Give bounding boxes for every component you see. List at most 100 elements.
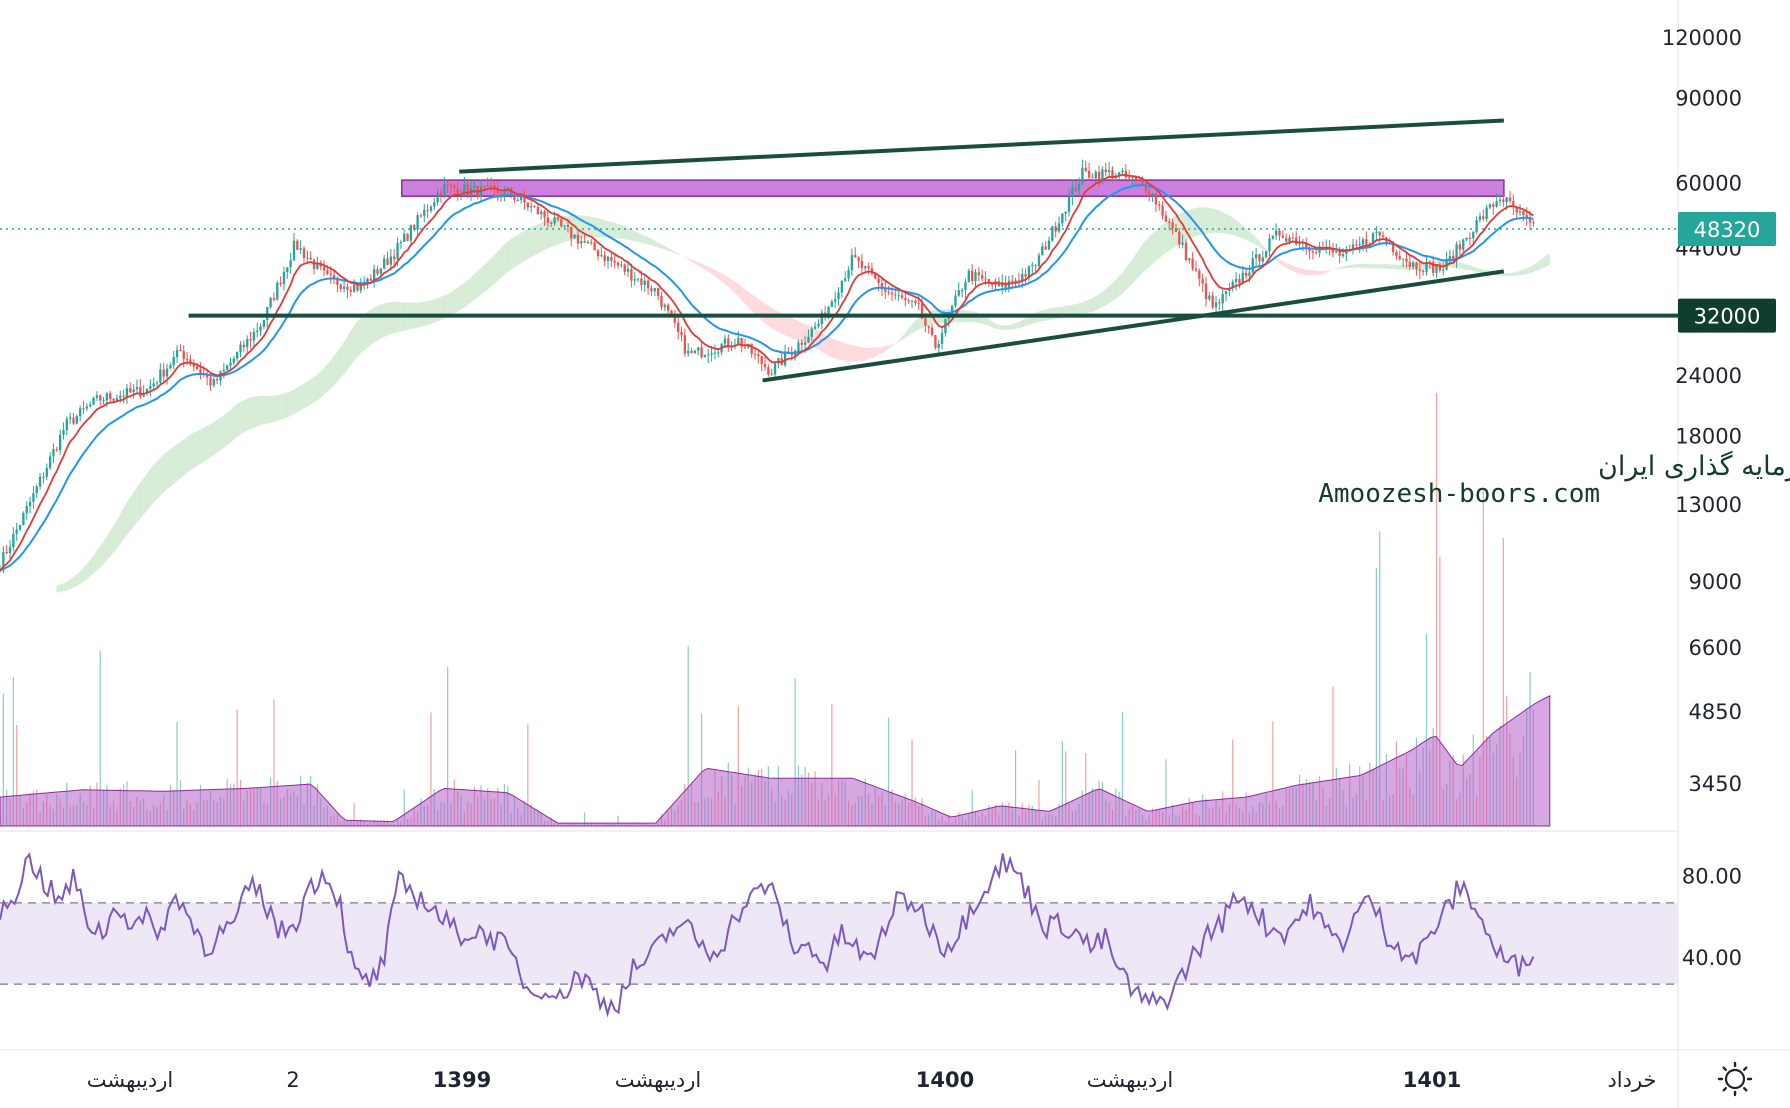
cloud-segment — [430, 299, 434, 324]
cloud-segment — [1095, 294, 1099, 311]
cloud-segment — [874, 347, 879, 357]
cloud-segment — [520, 230, 525, 263]
cloud-segment — [731, 279, 735, 293]
cloud-segment — [1085, 299, 1089, 314]
candle-body — [666, 304, 670, 311]
price-tick-label: 9000 — [1689, 570, 1742, 594]
candle-body — [1031, 265, 1034, 267]
candle-body — [1204, 283, 1208, 300]
candle-body — [970, 270, 974, 282]
candle-body — [1037, 255, 1041, 267]
candle-body — [25, 506, 28, 514]
candle-body — [139, 386, 142, 397]
cloud-segment — [911, 320, 916, 334]
time-tick-label: اردیبهشت — [87, 1068, 174, 1092]
candle-body — [229, 362, 232, 366]
rsi-axis[interactable]: 80.00 40.00 — [1682, 865, 1742, 970]
cloud-segment — [1289, 264, 1293, 271]
candle-body — [1168, 221, 1171, 223]
gear-icon[interactable] — [1717, 1061, 1753, 1097]
candle-body — [99, 395, 102, 401]
time-tick-label: 2 — [286, 1068, 299, 1092]
cloud-segment — [644, 235, 648, 245]
candle-body — [52, 449, 55, 457]
support-price-badge[interactable] — [1678, 298, 1776, 333]
time-axis[interactable]: اردیبهشت 2 1399 اردیبهشت 1400 اردیبهشت 1401 خرد… — [87, 1068, 1657, 1092]
candle-body — [874, 273, 877, 279]
candle-body — [489, 185, 493, 187]
candle-body — [1395, 252, 1398, 256]
cloud-segment — [460, 283, 465, 310]
candle-body — [205, 374, 209, 378]
candle-body — [626, 269, 630, 272]
cloud-segment — [694, 260, 698, 266]
volume-bar — [911, 739, 913, 826]
cloud-segment — [988, 318, 992, 328]
cloud-segment — [143, 474, 147, 515]
candle-body — [910, 300, 914, 302]
last-price-badge[interactable] — [1678, 212, 1776, 247]
cloud-segment — [734, 281, 738, 296]
cloud-segment — [621, 224, 625, 240]
candle-body — [760, 356, 763, 365]
cloud-segment — [801, 322, 805, 343]
candle-body — [1081, 167, 1084, 184]
cloud-segment — [1533, 262, 1537, 273]
cloud-segment — [96, 546, 100, 571]
candle-body — [35, 486, 38, 494]
cloud-segment — [634, 230, 638, 243]
cloud-segment — [457, 285, 461, 312]
volume-bar — [1061, 741, 1063, 826]
candle-body — [349, 289, 352, 292]
price-tick-label: 18000 — [1675, 424, 1742, 448]
candle-body — [677, 322, 680, 333]
candle-body — [453, 185, 456, 189]
candle-body — [172, 357, 175, 365]
candle-body — [884, 289, 887, 292]
candle-body — [1271, 235, 1274, 239]
price-axis[interactable]: 1200009000060000440002400018000130009000… — [1662, 26, 1776, 796]
time-tick-label: 1401 — [1403, 1068, 1461, 1092]
cloud-segment — [73, 574, 77, 588]
candle-body — [974, 272, 977, 282]
ichimoku-cloud — [56, 207, 1550, 593]
candle-body — [433, 202, 436, 207]
volume-tick-label: 3450 — [1689, 772, 1742, 796]
cloud-segment — [220, 415, 224, 451]
candle-body — [690, 350, 693, 354]
candle-body — [954, 295, 957, 306]
candle-body — [1398, 255, 1401, 259]
cloud-segment — [1305, 269, 1310, 276]
cloud-segment — [370, 307, 374, 346]
cloud-segment — [1509, 272, 1514, 277]
candle-body — [566, 225, 570, 227]
candle-body — [513, 195, 516, 200]
volume-bar — [737, 706, 739, 826]
cloud-segment — [918, 315, 922, 330]
cloud-segment — [888, 344, 892, 349]
candle-body — [1468, 237, 1472, 239]
cloud-segment — [547, 218, 551, 249]
candle-body — [1101, 169, 1104, 180]
resistance-zone[interactable] — [401, 179, 1505, 197]
cloud-segment — [1088, 298, 1093, 313]
candle-body — [399, 241, 403, 244]
cloud-segment — [534, 224, 538, 256]
upper-channel-trendline[interactable] — [459, 118, 1504, 174]
cloud-segment — [985, 316, 989, 326]
volume-bar — [1038, 779, 1040, 826]
cloud-segment — [1135, 249, 1139, 281]
candle-body — [1074, 187, 1077, 191]
candle-body — [496, 188, 499, 193]
candle-body — [897, 295, 900, 297]
candle-body — [1475, 220, 1478, 232]
cloud-segment — [287, 391, 291, 418]
cloud-segment — [881, 346, 885, 354]
cloud-segment — [1122, 268, 1126, 294]
cloud-segment — [1152, 231, 1156, 264]
lower-channel-trendline[interactable] — [762, 269, 1505, 383]
cloud-segment — [530, 226, 535, 258]
cloud-segment — [183, 437, 187, 476]
cloud-segment — [580, 215, 585, 239]
